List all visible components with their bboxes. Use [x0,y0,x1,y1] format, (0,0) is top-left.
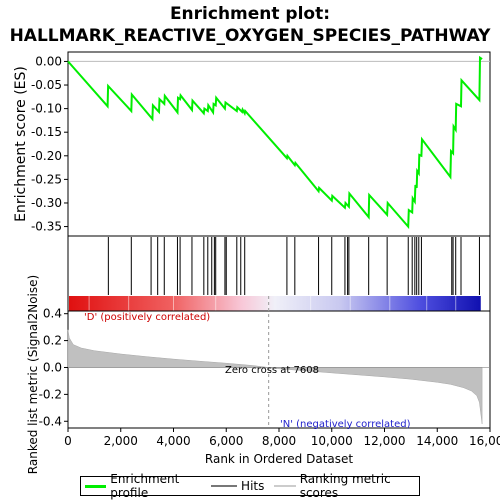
es-ytick-label: -0.30 [31,196,62,210]
rank-xtick-label: 6,000 [209,434,243,448]
legend-label-enrichment: Enrichment profile [110,472,180,500]
es-frame [67,51,491,237]
rank-xtick-label: 14,000 [416,434,458,448]
rank-xtick-label: 2,000 [104,434,138,448]
es-ytick-label: -0.25 [31,172,62,186]
positive-annotation: 'D' (positively correlated) [84,312,210,323]
legend-item-ranking: Ranking metric scores [274,472,409,500]
es-ytick-label: -0.35 [31,220,62,234]
rank-xtick-label: 10,000 [311,434,353,448]
rank-xtick-label: 8,000 [262,434,296,448]
rank-xtick-label: 12,000 [364,434,406,448]
title-line-2: HALLMARK_REACTIVE_OXYGEN_SPECIES_PATHWAY [9,26,491,46]
es-panel: 0.00 -0.05 -0.10 -0.15 -0.20 -0.25 -0.30 -0.35E… [13,51,491,237]
enrichment-profile-line [67,55,483,230]
legend: Enrichment profile Hits Ranking metric s… [80,472,420,500]
rank-ylabel: Ranked list metric (Signal2Noise) [26,275,40,474]
es-ytick-label: -0.20 [31,149,62,163]
legend-swatch-hits [211,485,238,487]
legend-label-hits: Hits [241,479,265,493]
rank-xtick-label: 4,000 [156,434,190,448]
legend-item-hits: Hits [211,479,264,493]
rank-xlabel: Rank in Ordered Dataset [205,452,353,466]
negative-annotation: 'N' (negatively correlated) [280,419,411,430]
es-ytick-label: 0.00 [35,54,62,68]
legend-swatch-enrichment [85,484,107,488]
title-line-1: Enrichment plot: [169,4,331,24]
ranking-color-bar [69,296,481,311]
chart-title: Enrichment plot: HALLMARK_REACTIVE_OXYGE… [0,3,500,47]
rank-ytick-label: -0.4 [39,414,62,428]
es-ytick-label: -0.15 [31,125,62,139]
legend-item-enrichment: Enrichment profile [85,472,201,500]
es-ytick-label: -0.05 [31,78,62,92]
rank-ytick-label: 0.4 [43,307,62,321]
legend-swatch-ranking [274,485,296,487]
rank-ytick-label: 0.2 [43,334,62,348]
rank-ytick-label: -0.2 [39,387,62,401]
ranked-metric-panel: 0.4 0.2 0.0 -0.2 -0.40 2,000 4,000 6,000 8,000 10… [26,275,500,474]
es-ytick-label: -0.10 [31,102,62,116]
hits-panel [67,235,491,312]
ranked-metric-area [67,329,483,425]
rank-xtick-label: 0 [64,434,72,448]
es-ylabel: Enrichment score (ES) [13,66,29,222]
zero-cross-annotation: Zero cross at 7608 [225,365,319,376]
rank-xtick-label: 16,000 [469,434,500,448]
rank-ytick-label: 0.0 [43,360,62,374]
legend-label-ranking: Ranking metric scores [299,472,391,500]
